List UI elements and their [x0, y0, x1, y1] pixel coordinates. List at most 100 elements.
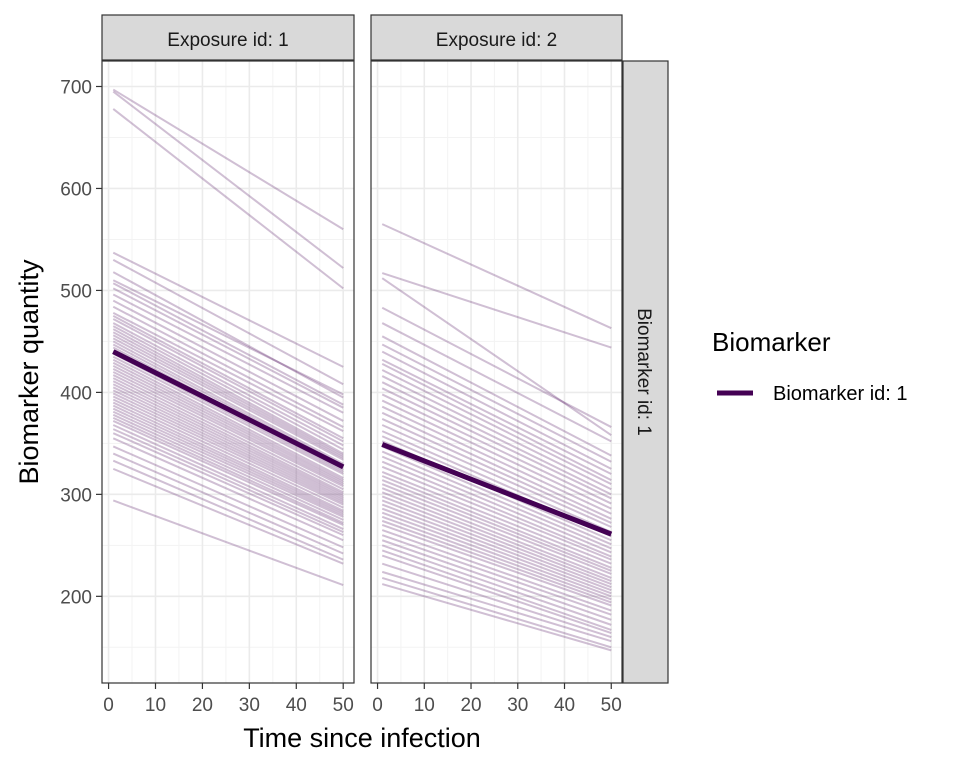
- individual-line: [112, 88, 344, 231]
- individual-line: [112, 364, 344, 484]
- individual-line: [112, 371, 344, 488]
- individual-line: [112, 287, 344, 409]
- individual-line: [112, 315, 344, 440]
- individual-line: [381, 487, 612, 579]
- individual-line: [112, 377, 344, 494]
- individual-line: [381, 507, 612, 595]
- x-tick-label: 50: [601, 695, 622, 716]
- individual-line: [112, 337, 344, 461]
- individual-line: [381, 519, 612, 604]
- individual-line: [381, 455, 612, 554]
- individual-line: [381, 445, 612, 546]
- individual-line: [112, 389, 344, 502]
- individual-line: [381, 322, 612, 443]
- individual-line: [381, 479, 612, 572]
- legend-entry-label: Biomarker id: 1: [773, 383, 908, 405]
- x-tick-label: 40: [286, 695, 307, 716]
- individual-line: [112, 258, 344, 386]
- individual-line: [381, 306, 612, 428]
- individual-line: [381, 375, 612, 491]
- individual-line: [112, 445, 344, 549]
- x-tick-label: 20: [460, 695, 481, 716]
- individual-line: [381, 450, 612, 550]
- individual-line: [381, 483, 612, 575]
- individual-line: [381, 570, 612, 643]
- individual-line: [112, 386, 344, 500]
- row-strip-box: [622, 60, 669, 684]
- individual-line: [381, 387, 612, 500]
- x-tick-label: 20: [192, 695, 213, 716]
- individual-line: [381, 539, 612, 621]
- x-axis-label: Time since infection: [243, 723, 481, 753]
- individual-line: [381, 549, 612, 631]
- individual-line: [112, 305, 344, 428]
- individual-line: [112, 392, 344, 504]
- individual-line: [112, 428, 344, 534]
- individual-line: [112, 279, 344, 396]
- individual-line: [381, 529, 612, 612]
- legend-title: Biomarker: [712, 327, 831, 357]
- x-tick-label: 0: [372, 695, 383, 716]
- individual-lines: [381, 223, 612, 652]
- individual-line: [381, 583, 612, 652]
- panel-1: Exposure id: 1 0 10 20 30 40 50 200 300 400 500 600…: [60, 14, 355, 716]
- y-tick-label: 500: [60, 281, 92, 302]
- individual-line: [381, 544, 612, 626]
- individual-line: [381, 335, 612, 457]
- individual-line: [112, 282, 344, 406]
- individual-line: [381, 399, 612, 510]
- individual-line: [381, 430, 612, 534]
- individual-line: [112, 398, 344, 509]
- panel-strip: [370, 14, 623, 61]
- y-tick-label: 600: [60, 179, 92, 200]
- individual-line: [381, 381, 612, 496]
- individual-line: [381, 465, 612, 561]
- panel-border: [370, 60, 623, 684]
- individual-line: [381, 393, 612, 505]
- panel-strip-label: Exposure id: 1: [167, 30, 288, 51]
- individual-line: [112, 271, 344, 399]
- individual-line: [112, 437, 344, 542]
- y-tick-label: 700: [60, 77, 92, 98]
- individual-line: [381, 524, 612, 607]
- panel-background: [102, 61, 354, 683]
- individual-line: [381, 350, 612, 470]
- individual-line: [381, 495, 612, 586]
- individual-line: [112, 368, 344, 486]
- individual-line: [381, 362, 612, 481]
- individual-line: [112, 380, 344, 496]
- x-tick-label: 10: [414, 695, 435, 716]
- individual-line: [381, 411, 612, 520]
- individual-line: [112, 311, 344, 433]
- individual-line: [381, 503, 612, 592]
- individual-line: [112, 416, 344, 524]
- y-tick-label: 300: [60, 485, 92, 506]
- x-tick-label: 40: [554, 695, 575, 716]
- individual-line: [112, 318, 344, 443]
- chart-panels: Exposure id: 10 10 20 30 40 50200300400500600…: [60, 14, 623, 716]
- individual-line: [112, 90, 344, 269]
- individual-line: [112, 420, 344, 526]
- individual-line: [112, 328, 344, 455]
- individual-line: [112, 499, 344, 587]
- x-tick-label: 10: [145, 695, 166, 716]
- individual-line: [112, 322, 344, 447]
- individual-line: [381, 515, 612, 601]
- individual-line: [381, 491, 612, 582]
- mean-line: [381, 442, 613, 537]
- individual-line: [112, 361, 344, 481]
- individual-line: [112, 108, 344, 290]
- individual-line: [112, 401, 344, 512]
- x-tick-label: 0: [103, 695, 114, 716]
- legend: Biomarker Biomarker id: 1: [712, 327, 908, 405]
- panel-border: [101, 60, 355, 684]
- individual-line: [381, 358, 612, 475]
- individual-line: [381, 562, 612, 639]
- individual-line: [112, 459, 344, 561]
- individual-line: [381, 534, 612, 616]
- individual-line: [381, 277, 612, 437]
- individual-line: [112, 325, 344, 451]
- individual-line: [112, 407, 344, 516]
- individual-line: [381, 499, 612, 589]
